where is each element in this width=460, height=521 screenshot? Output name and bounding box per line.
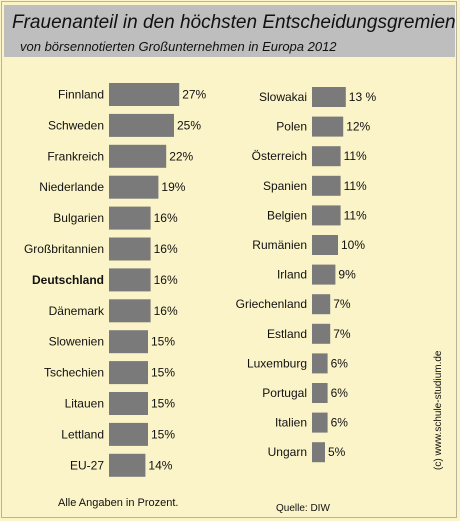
value-label-italien: 6% [331, 416, 349, 430]
value-label-litauen: 15% [151, 397, 175, 411]
category-label-deutschland: Deutschland [32, 273, 104, 287]
category-label-griechenland: Griechenland [236, 297, 307, 311]
category-label-lettland: Lettland [61, 427, 104, 441]
value-label-griechenland: 7% [333, 297, 351, 311]
bar-lettland [109, 422, 148, 446]
category-label-eu-27: EU-27 [70, 458, 104, 472]
bar-bulgarien [109, 206, 151, 230]
bar-italien [312, 412, 328, 433]
bar-großbritannien [109, 237, 151, 261]
category-label-luxemburg: Luxemburg [247, 356, 307, 370]
bar-irland [312, 264, 336, 285]
bar-österreich [312, 146, 341, 167]
category-label-niederlande: Niederlande [39, 180, 104, 194]
category-label-polen: Polen [276, 120, 307, 134]
source-note: Quelle: DIW [276, 503, 330, 514]
bar-portugal [312, 383, 328, 403]
value-label-belgien: 11% [344, 208, 367, 222]
value-label-slowenien: 15% [151, 335, 175, 349]
bar-belgien [312, 205, 341, 226]
value-label-tschechien: 15% [151, 366, 175, 380]
category-label-frankreich: Frankreich [47, 149, 104, 163]
bar-ungarn [312, 442, 325, 463]
value-label-österreich: 11% [344, 149, 367, 163]
value-label-lettland: 15% [151, 427, 175, 441]
category-label-slowenien: Slowenien [49, 335, 104, 349]
value-label-estland: 7% [333, 327, 351, 341]
value-label-slowakai: 13 % [349, 90, 377, 104]
category-label-ungarn: Ungarn [268, 445, 307, 459]
bar-estland [312, 323, 331, 344]
bar-luxemburg [312, 353, 328, 374]
value-label-portugal: 6% [331, 386, 349, 400]
value-label-deutschland: 16% [154, 273, 178, 287]
bar-griechenland [312, 294, 331, 315]
value-label-ungarn: 5% [328, 445, 346, 459]
category-label-dänemark: Dänemark [49, 304, 105, 318]
value-label-dänemark: 16% [154, 304, 178, 318]
category-label-tschechien: Tschechien [44, 366, 104, 380]
value-label-bulgarien: 16% [154, 211, 178, 225]
chart-title: Frauenanteil in den höchsten Entscheidun… [12, 12, 456, 33]
bar-polen [312, 116, 344, 137]
bar-slowenien [109, 330, 148, 354]
category-label-bulgarien: Bulgarien [53, 211, 104, 225]
value-label-rumänien: 10% [341, 238, 365, 252]
value-label-großbritannien: 16% [154, 242, 178, 256]
bar-slowakai [312, 87, 346, 107]
bar-dänemark [109, 299, 151, 323]
category-label-großbritannien: Großbritannien [24, 242, 104, 256]
value-label-luxemburg: 6% [331, 356, 349, 370]
copyright-note: (c) www.schule-studium.de [433, 350, 444, 470]
category-label-österreich: Österreich [252, 149, 307, 163]
bar-spanien [312, 175, 341, 196]
value-label-schweden: 25% [177, 118, 201, 132]
bar-rumänien [312, 235, 338, 255]
category-label-estland: Estland [267, 327, 307, 341]
category-label-slowakai: Slowakai [259, 90, 307, 104]
category-label-rumänien: Rumänien [252, 238, 307, 252]
category-label-finnland: Finnland [58, 88, 104, 102]
value-label-frankreich: 22% [169, 149, 193, 163]
category-label-schweden: Schweden [48, 118, 104, 132]
bar-schweden [109, 113, 174, 137]
category-label-spanien: Spanien [263, 179, 307, 193]
category-label-belgien: Belgien [267, 208, 307, 222]
bar-frankreich [109, 144, 167, 168]
title-box: Frauenanteil in den höchsten Entscheidun… [4, 5, 456, 57]
value-label-spanien: 11% [344, 179, 367, 193]
bar-niederlande [109, 175, 159, 199]
bar-tschechien [109, 361, 148, 385]
value-label-polen: 12% [346, 120, 370, 134]
bar-deutschland [109, 268, 151, 292]
value-label-niederlande: 19% [161, 180, 185, 194]
category-label-portugal: Portugal [262, 386, 307, 400]
chart-subtitle: von börsennotierten Großunternehmen in E… [20, 39, 337, 54]
bar-finnland [109, 83, 180, 106]
value-label-finnland: 27% [182, 88, 206, 102]
value-label-eu-27: 14% [148, 458, 172, 472]
bar-eu-27 [109, 453, 146, 477]
value-label-irland: 9% [338, 268, 356, 282]
category-label-irland: Irland [277, 268, 307, 282]
category-label-litauen: Litauen [65, 397, 104, 411]
category-label-italien: Italien [275, 416, 307, 430]
footnote: Alle Angaben in Prozent. [58, 497, 179, 509]
bar-litauen [109, 392, 148, 415]
